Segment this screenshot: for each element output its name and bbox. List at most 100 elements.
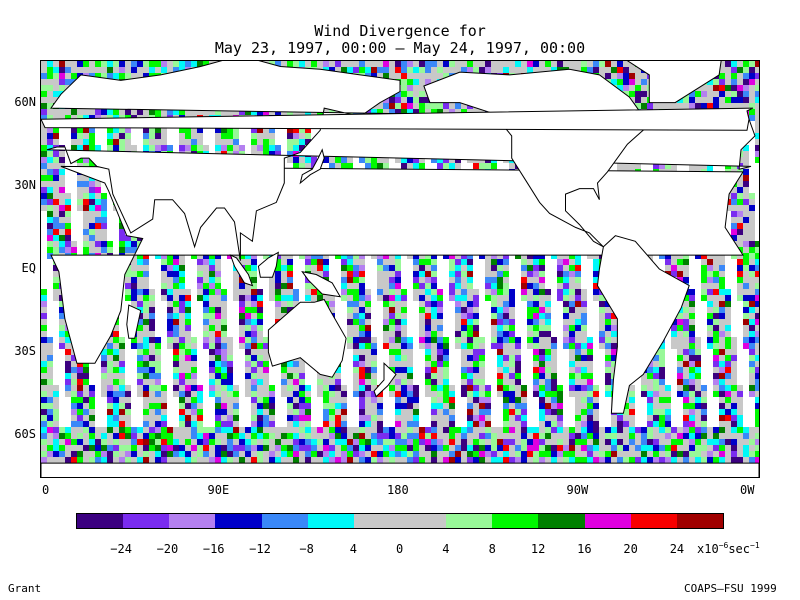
data-cell — [77, 139, 83, 145]
data-cell — [365, 373, 371, 379]
data-cell — [437, 307, 443, 313]
data-cell — [455, 337, 461, 343]
data-cell — [101, 379, 107, 385]
data-cell — [167, 265, 173, 271]
data-cell — [545, 367, 551, 373]
data-cell — [341, 283, 347, 289]
data-cell — [251, 343, 257, 349]
data-cell — [611, 343, 617, 349]
data-cell — [353, 319, 359, 325]
data-cell — [347, 325, 353, 331]
data-cell — [635, 79, 641, 85]
data-cell — [179, 253, 185, 259]
data-cell — [551, 61, 557, 67]
data-cell — [119, 241, 125, 247]
data-cell — [557, 271, 563, 277]
data-cell — [755, 97, 759, 103]
data-cell — [443, 367, 449, 373]
data-cell — [341, 271, 347, 277]
data-cell — [413, 283, 419, 289]
data-cell — [347, 289, 353, 295]
data-cell — [599, 313, 605, 319]
data-cell — [137, 361, 143, 367]
data-cell — [611, 313, 617, 319]
data-cell — [221, 373, 227, 379]
data-cell — [461, 61, 467, 67]
data-cell — [143, 139, 149, 145]
data-cell — [569, 355, 575, 361]
data-cell — [59, 199, 65, 205]
data-cell — [755, 343, 759, 349]
data-cell — [41, 349, 47, 355]
data-cell — [329, 307, 335, 313]
data-cell — [245, 265, 251, 271]
data-cell — [725, 337, 731, 343]
data-cell — [707, 301, 713, 307]
data-cell — [125, 289, 131, 295]
data-cell — [485, 253, 491, 259]
data-cell — [353, 67, 359, 73]
data-cell — [203, 301, 209, 307]
data-cell — [527, 265, 533, 271]
data-cell — [137, 349, 143, 355]
data-cell — [299, 367, 305, 373]
data-cell — [503, 283, 509, 289]
data-cell — [563, 259, 569, 265]
data-cell — [161, 145, 167, 151]
data-cell — [683, 373, 689, 379]
data-cell — [419, 319, 425, 325]
data-cell — [455, 283, 461, 289]
data-cell — [755, 151, 759, 157]
data-cell — [395, 271, 401, 277]
data-cell — [317, 295, 323, 301]
data-cell — [47, 223, 53, 229]
data-cell — [713, 283, 719, 289]
data-cell — [77, 61, 83, 67]
data-cell — [281, 367, 287, 373]
data-cell — [113, 343, 119, 349]
data-cell — [143, 127, 149, 133]
data-cell — [503, 349, 509, 355]
data-cell — [245, 349, 251, 355]
data-cell — [401, 73, 407, 79]
data-cell — [65, 61, 71, 67]
data-cell — [215, 331, 221, 337]
data-cell — [677, 313, 683, 319]
data-cell — [83, 199, 89, 205]
data-cell — [101, 109, 107, 115]
data-cell — [599, 337, 605, 343]
data-cell — [737, 193, 743, 199]
data-cell — [539, 313, 545, 319]
data-cell — [95, 61, 101, 67]
data-cell — [383, 253, 389, 259]
data-cell — [383, 343, 389, 349]
data-cell — [251, 283, 257, 289]
data-cell — [119, 139, 125, 145]
data-cell — [557, 277, 563, 283]
data-cell — [443, 361, 449, 367]
data-cell — [53, 109, 59, 115]
data-cell — [467, 367, 473, 373]
data-cell — [449, 103, 455, 109]
data-cell — [719, 295, 725, 301]
data-cell — [755, 145, 759, 151]
data-cell — [179, 109, 185, 115]
data-cell — [749, 361, 755, 367]
data-cell — [77, 145, 83, 151]
data-cell — [191, 127, 197, 133]
data-cell — [227, 337, 233, 343]
data-cell — [215, 145, 221, 151]
data-cell — [431, 373, 437, 379]
data-cell — [383, 301, 389, 307]
data-cell — [47, 235, 53, 241]
data-cell — [281, 379, 287, 385]
data-cell — [251, 109, 257, 115]
data-cell — [377, 157, 383, 163]
data-cell — [707, 313, 713, 319]
data-cell — [41, 103, 47, 109]
data-cell — [119, 223, 125, 229]
data-cell — [527, 289, 533, 295]
data-cell — [155, 343, 161, 349]
data-cell — [461, 343, 467, 349]
data-cell — [743, 151, 749, 157]
